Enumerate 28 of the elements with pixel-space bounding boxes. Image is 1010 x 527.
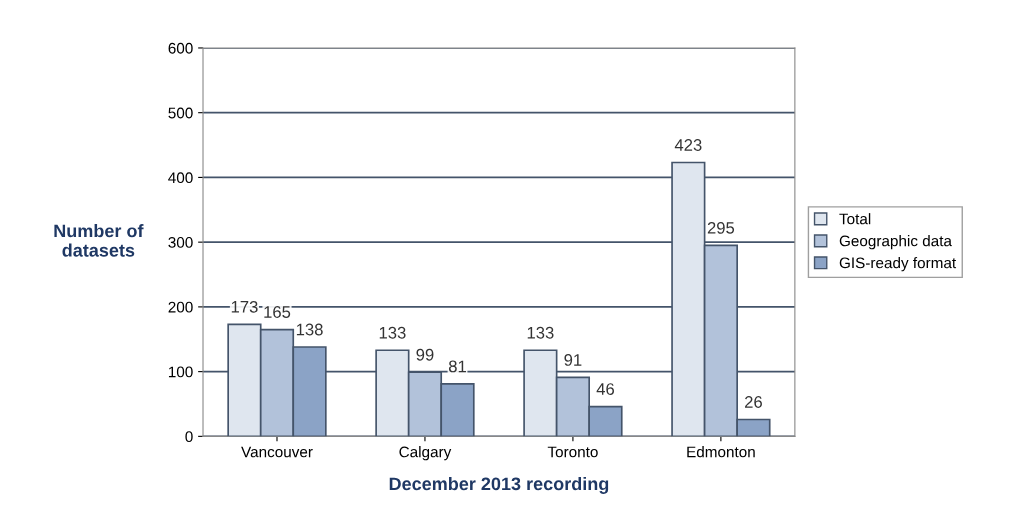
data-label: 46 [596, 383, 615, 395]
y-tick-label: 200 [168, 301, 193, 313]
legend-label: GIS-ready format [839, 257, 957, 272]
data-label: 99 [416, 348, 434, 361]
x-tick-label: Vancouver [241, 446, 313, 458]
data-label: 173 [231, 300, 258, 313]
x-tick-label: Calgary [399, 446, 452, 461]
data-label: 81 [448, 360, 466, 373]
data-label: 91 [564, 354, 582, 366]
y-tick-label: 100 [168, 366, 193, 378]
y-tick-label: 600 [168, 42, 193, 54]
y-tick-label: 300 [168, 237, 193, 248]
data-label: 26 [745, 396, 762, 408]
y-axis-title: Number of datasets [54, 224, 144, 257]
data-label: 133 [527, 326, 554, 339]
legend-label: Geographic data [839, 235, 952, 250]
x-axis-title: December 2013 recording [389, 476, 609, 494]
data-label: 423 [674, 139, 702, 151]
y-tick-label: 500 [168, 107, 193, 119]
x-tick-label: Edmonton [687, 446, 755, 458]
legend-label: Total [839, 213, 871, 225]
y-tick-label: 400 [168, 172, 193, 184]
data-label: 165 [264, 306, 291, 318]
data-label: 133 [379, 326, 406, 339]
x-tick-label: Toronto [547, 446, 598, 458]
data-label: 295 [707, 221, 735, 234]
y-tick-label: 0 [185, 431, 193, 443]
data-label: 138 [296, 323, 323, 336]
